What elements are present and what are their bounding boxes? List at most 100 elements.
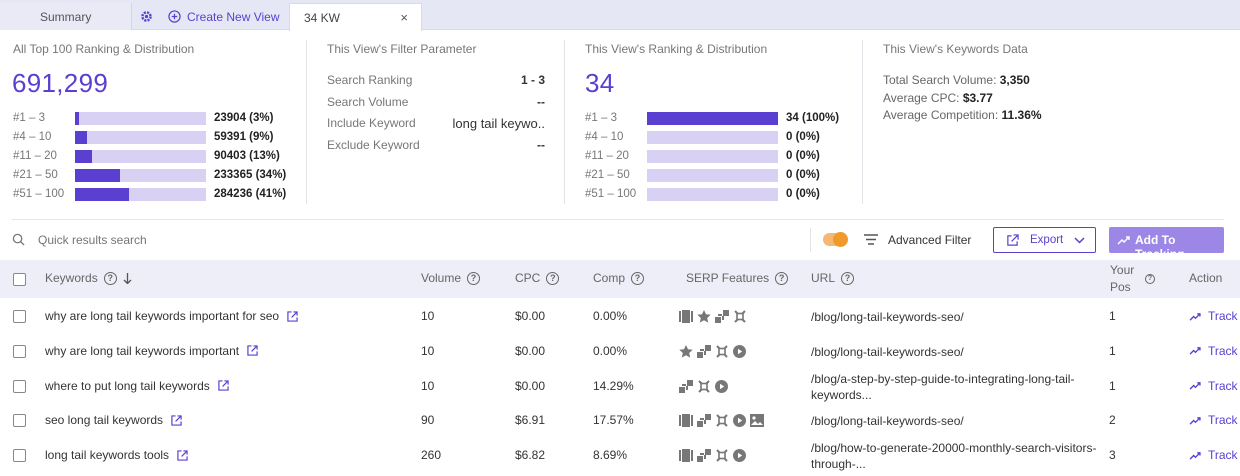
distribution-bar [647,187,778,201]
row-checkbox[interactable] [13,344,26,358]
cpc-cell: $6.91 [515,413,546,428]
help-icon: ? [841,271,855,285]
keywords-data-title: This View's Keywords Data [883,42,1028,56]
trend-icon [1189,451,1201,460]
row-checkbox[interactable] [13,414,26,428]
range-label: #21 – 50 [585,169,630,181]
distribution-row: #21 – 50 0 (0%) [585,168,820,182]
table-row: long tail keywords tools 260 $6.82 8.69% /bl… [0,437,1240,472]
range-value: 0 (0%) [786,150,820,162]
position-cell: 1 [1109,343,1116,358]
range-label: #11 – 20 [585,150,629,162]
track-button[interactable]: Track [1189,344,1238,358]
external-link-icon[interactable] [177,450,188,461]
tab-summary[interactable]: Summary [0,3,132,30]
position-cell: 2 [1109,413,1116,428]
serp-features-cell [679,344,746,358]
url-cell[interactable]: /blog/long-tail-keywords-seo/ [811,309,964,325]
create-new-view-label: Create New View [187,9,280,24]
track-button[interactable]: Track [1189,309,1238,323]
video-icon [679,449,693,463]
range-label: #4 – 10 [585,131,624,143]
column-comp[interactable]: Comp? [593,271,645,285]
url-line: /blog/how-to-generate-20000-monthly-sear… [811,441,1097,456]
image-icon [750,414,764,428]
tab-summary-label: Summary [40,9,92,24]
filter-param-label: Search Ranking [327,73,413,87]
table-row: why are long tail keywords important for… [0,298,1240,333]
export-button[interactable]: Export [993,227,1096,253]
distribution-bar [647,149,778,163]
distribution-bar [647,111,778,125]
advanced-filter-button[interactable]: Advanced Filter [888,233,972,247]
distribution-bar [75,187,206,201]
url-cell[interactable]: /blog/a-step-by-step-guide-to-integratin… [811,371,1074,403]
row-checkbox[interactable] [13,379,26,393]
external-link-icon[interactable] [247,345,258,356]
row-checkbox[interactable] [13,310,26,323]
filter-param-row: Search Volume -- [327,95,545,109]
distribution-row: #4 – 10 59391 (9%) [13,130,273,144]
star-icon [697,310,711,323]
column-action: Action [1189,271,1223,285]
cpc-cell: $0.00 [515,343,546,358]
create-new-view-button[interactable]: Create New View [168,3,286,30]
settings-gear-icon[interactable] [134,3,158,30]
url-line: /blog/long-tail-keywords-seo/ [811,414,964,429]
external-link-icon[interactable] [287,310,298,322]
help-icon: ? [1145,274,1155,284]
tab-34-kw[interactable]: 34 KW × [289,3,422,31]
external-link-icon[interactable] [218,380,229,391]
keyword-cell: where to put long tail keywords [45,379,229,393]
add-to-tracking-button[interactable]: Add To Tracking [1109,227,1224,261]
column-cpc[interactable]: CPC? [515,271,560,285]
keyword-cell: seo long tail keywords [45,413,182,427]
column-url[interactable]: URL? [811,271,855,285]
track-button[interactable]: Track [1189,448,1238,462]
keyword-text: why are long tail keywords important [45,343,240,358]
filter-param-row: Include Keyword long tail keywo.. [327,116,545,131]
play-icon [733,414,746,428]
distribution-row: #11 – 20 90403 (13%) [13,149,280,163]
view-dist-title: This View's Ranking & Distribution [585,42,768,56]
range-value: 0 (0%) [786,169,820,181]
filter-toggle[interactable] [823,232,848,247]
row-checkbox[interactable] [13,449,26,463]
distribution-row: #51 – 100 0 (0%) [585,187,820,201]
average-cpc: Average CPC: $3.77 [883,91,993,105]
url-cell[interactable]: /blog/long-tail-keywords-seo/ [811,413,964,429]
external-link-icon[interactable] [171,415,182,426]
url-line: through-... [811,457,866,472]
sitelinks-icon [697,414,711,428]
keyword-text: long tail keywords tools [45,448,170,463]
chevron-down-icon [1074,237,1085,244]
range-label: #4 – 10 [13,131,52,143]
range-label: #1 – 3 [585,112,617,124]
select-all-checkbox[interactable] [13,273,26,286]
track-label: Track [1208,343,1238,358]
play-icon [733,449,746,463]
star-icon [679,344,693,358]
range-value: 0 (0%) [786,188,820,200]
trend-icon [1117,236,1130,245]
column-serp-features[interactable]: SERP Features? [686,271,789,285]
search-icon [12,233,25,246]
url-cell[interactable]: /blog/how-to-generate-20000-monthly-sear… [811,440,1096,472]
filter-param-value: -- [537,137,545,152]
range-value: 34 (100%) [786,112,840,124]
column-keywords[interactable]: Keywords? [45,271,132,285]
close-tab-icon[interactable]: × [400,10,408,25]
comp-cell: 0.00% [593,343,628,358]
help-icon: ? [631,271,645,285]
export-icon [1007,234,1019,246]
play-icon [715,379,728,393]
play-icon [733,344,746,358]
column-your-pos[interactable]: Your Pos [1110,263,1135,294]
sitelinks-icon [697,449,711,463]
track-button[interactable]: Track [1189,379,1238,393]
quick-search-input[interactable] [38,229,538,251]
track-button[interactable]: Track [1189,413,1238,427]
track-label: Track [1208,309,1238,323]
column-volume[interactable]: Volume? [421,271,481,285]
url-cell[interactable]: /blog/long-tail-keywords-seo/ [811,344,964,360]
